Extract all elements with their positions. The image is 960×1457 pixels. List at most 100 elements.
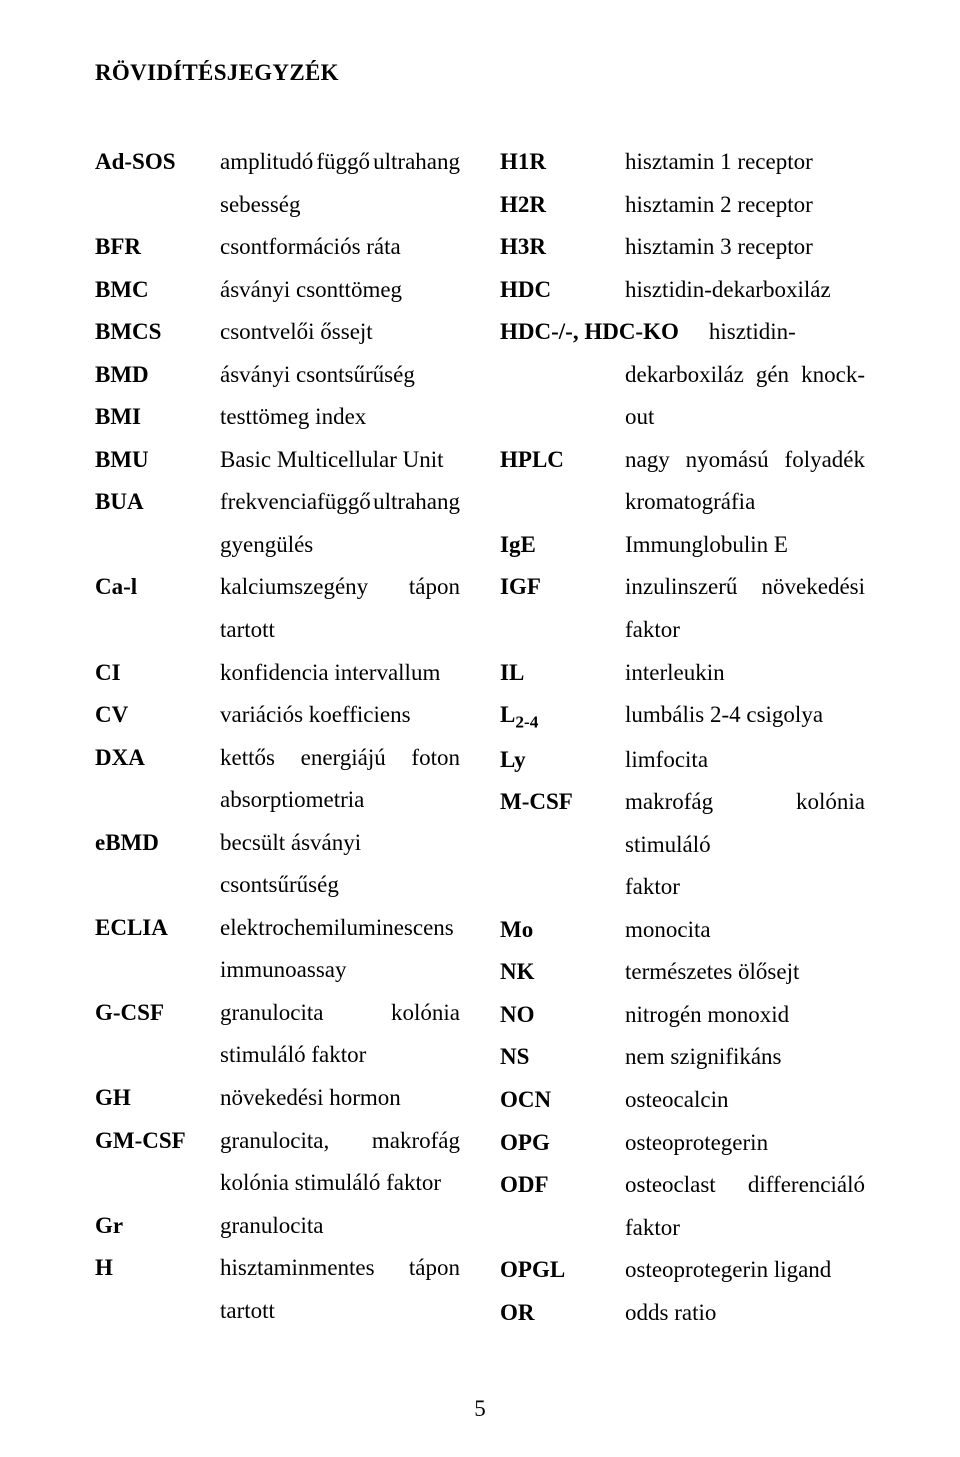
abbr: HPLC <box>500 439 625 482</box>
entry-gcsf: G-CSF granulocita kolónia <box>95 992 460 1035</box>
abbr: Ca-l <box>95 566 220 609</box>
abbr: ECLIA <box>95 907 220 950</box>
abbr: BMI <box>95 396 220 439</box>
abbr: Mo <box>500 909 625 952</box>
def: hisztidin- <box>709 311 865 354</box>
def-cont: tartott <box>95 1290 460 1333</box>
columns: Ad-SOS amplitudó függő ultrahang sebessé… <box>95 141 865 1334</box>
abbr: OPGL <box>500 1249 625 1292</box>
def: odds ratio <box>625 1292 865 1335</box>
abbr: G-CSF <box>95 992 220 1035</box>
def: lumbális 2-4 csigolya <box>625 694 865 737</box>
entry-odf: ODF osteoclast differenciáló <box>500 1164 865 1207</box>
entry-ad-sos: Ad-SOS amplitudó függő ultrahang <box>95 141 460 184</box>
page-number: 5 <box>0 1396 960 1422</box>
entry-ige: IgE Immunglobulin E <box>500 524 865 567</box>
abbr: DXA <box>95 737 220 780</box>
entry-hdcko: HDC-/-, HDC-KO hisztidin- <box>500 311 865 354</box>
def-cont: csontsűrűség <box>95 864 460 907</box>
entry-bmu: BMU Basic Multicellular Unit <box>95 439 460 482</box>
entry-l24: L2-4 lumbális 2-4 csigolya <box>500 694 865 739</box>
entry-igf: IGF inzulinszerű növekedési <box>500 566 865 609</box>
abbr: ODF <box>500 1164 625 1207</box>
page-title: RÖVIDÍTÉSJEGYZÉK <box>95 60 865 86</box>
document-page: RÖVIDÍTÉSJEGYZÉK Ad-SOS amplitudó függő … <box>0 0 960 1457</box>
def-cont: kromatográfia <box>500 481 865 524</box>
def-cont: absorptiometria <box>95 779 460 822</box>
entry-ns: NS nem szignifikáns <box>500 1036 865 1079</box>
def: osteoprotegerin ligand <box>625 1249 865 1292</box>
def: természetes ölősejt <box>625 951 865 994</box>
abbr: OR <box>500 1292 625 1335</box>
entry-eclia: ECLIA elektrochemiluminescens <box>95 907 460 950</box>
abbr: H3R <box>500 226 625 269</box>
right-column: H1R hisztamin 1 receptor H2R hisztamin 2… <box>500 141 865 1334</box>
entry-mo: Mo monocita <box>500 909 865 952</box>
abbr: NS <box>500 1036 625 1079</box>
entry-h1r: H1R hisztamin 1 receptor <box>500 141 865 184</box>
entry-il: IL interleukin <box>500 652 865 695</box>
entry-ly: Ly limfocita <box>500 739 865 782</box>
abbr: NK <box>500 951 625 994</box>
entry-cal: Ca-l kalciumszegény tápon <box>95 566 460 609</box>
entry-ci: CI konfidencia intervallum <box>95 652 460 695</box>
def-cont: gyengülés <box>95 524 460 567</box>
def: kalciumszegény tápon <box>220 566 460 609</box>
entry-gr: Gr granulocita <box>95 1205 460 1248</box>
abbr: BMCS <box>95 311 220 354</box>
entry-mcsf: M-CSF makrofág kolónia stimuláló <box>500 781 865 866</box>
abbr: H2R <box>500 184 625 227</box>
def-cont: immunoassay <box>95 949 460 992</box>
def: granulocita kolónia <box>220 992 460 1035</box>
abbr: H1R <box>500 141 625 184</box>
abbr: OPG <box>500 1122 625 1165</box>
entry-dxa: DXA kettős energiájú foton <box>95 737 460 780</box>
def-cont: faktor <box>500 1207 865 1250</box>
def: hisztamin 1 receptor <box>625 141 865 184</box>
abbr: Gr <box>95 1205 220 1248</box>
def-cont: kolónia stimuláló faktor <box>95 1162 460 1205</box>
left-column: Ad-SOS amplitudó függő ultrahang sebessé… <box>95 141 460 1334</box>
def: limfocita <box>625 739 865 782</box>
entry-ocn: OCN osteocalcin <box>500 1079 865 1122</box>
def: osteocalcin <box>625 1079 865 1122</box>
entry-h: H hisztaminmentes tápon <box>95 1247 460 1290</box>
abbr: IL <box>500 652 625 695</box>
abbr: BMD <box>95 354 220 397</box>
entry-bmcs: BMCS csontvelői őssejt <box>95 311 460 354</box>
entry-bmd: BMD ásványi csontsűrűség <box>95 354 460 397</box>
def: konfidencia intervallum <box>220 652 460 695</box>
abbr: OCN <box>500 1079 625 1122</box>
abbr: BFR <box>95 226 220 269</box>
abbr: CI <box>95 652 220 695</box>
entry-opgl: OPGL osteoprotegerin ligand <box>500 1249 865 1292</box>
def: testtömeg index <box>220 396 460 439</box>
abbr: BUA <box>95 481 220 524</box>
entry-bfr: BFR csontformációs ráta <box>95 226 460 269</box>
entry-gh: GH növekedési hormon <box>95 1077 460 1120</box>
def-cont: tartott <box>95 609 460 652</box>
entry-bmc: BMC ásványi csonttömeg <box>95 269 460 312</box>
abbr: BMC <box>95 269 220 312</box>
abbr: IgE <box>500 524 625 567</box>
entry-gmcsf: GM-CSF granulocita, makrofág <box>95 1120 460 1163</box>
def-cont: faktor <box>500 609 865 652</box>
def: hisztamin 2 receptor <box>625 184 865 227</box>
abbr: HDC-/-, HDC-KO <box>500 311 709 354</box>
entry-bmi: BMI testtömeg index <box>95 396 460 439</box>
def: Basic Multicellular Unit <box>220 439 460 482</box>
abbr: HDC <box>500 269 625 312</box>
def: hisztamin 3 receptor <box>625 226 865 269</box>
def-cont: faktor <box>500 866 865 909</box>
def-cont: dekarboxiláz gén knock- <box>500 354 865 397</box>
def: becsült ásványi <box>220 822 460 865</box>
entry-h3r: H3R hisztamin 3 receptor <box>500 226 865 269</box>
abbr: Ad-SOS <box>95 141 220 184</box>
def-cont: out <box>500 396 865 439</box>
entry-ebmd: eBMD becsült ásványi <box>95 822 460 865</box>
def: növekedési hormon <box>220 1077 460 1120</box>
def: nagy nyomású folyadék <box>625 439 865 482</box>
entry-cv: CV variációs koefficiens <box>95 694 460 737</box>
entry-hdc: HDC hisztidin-dekarboxiláz <box>500 269 865 312</box>
def: inzulinszerű növekedési <box>625 566 865 609</box>
